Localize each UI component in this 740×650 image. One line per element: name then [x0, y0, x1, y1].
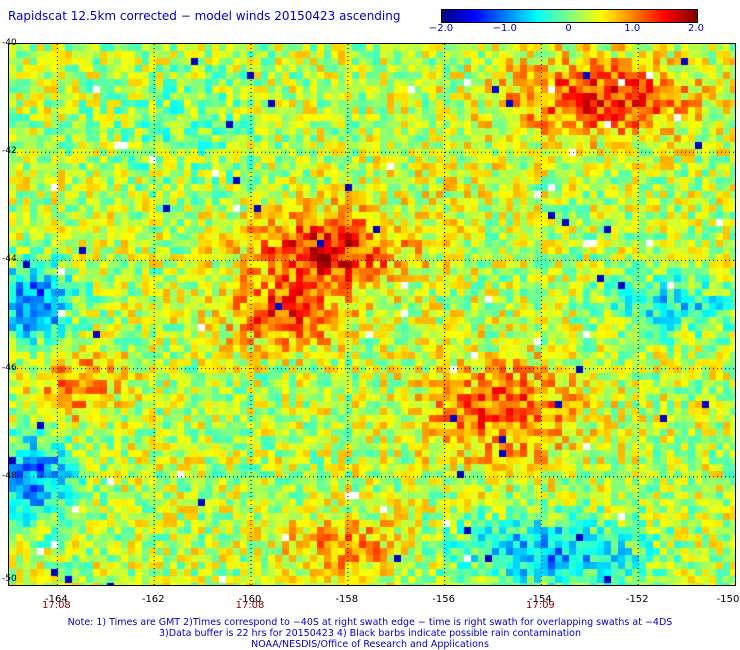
- time-label: 17:08: [41, 600, 71, 611]
- time-label: 17:08: [235, 600, 265, 611]
- latitude-label: -48: [2, 470, 17, 481]
- latitude-label: -42: [2, 146, 17, 157]
- longitude-label: -150: [716, 594, 740, 605]
- wind-difference-field: [9, 44, 735, 585]
- latitude-label: -50: [2, 574, 17, 584]
- colorbar-tick-label: 1.0: [624, 23, 641, 34]
- plot-title: Rapidscat 12.5km corrected − model winds…: [8, 9, 401, 23]
- longitude-label: -160: [238, 594, 262, 605]
- longitude-label: -162: [141, 594, 165, 605]
- colorbar-tick-label: 2.0: [688, 23, 704, 34]
- wind-difference-map: [8, 43, 736, 586]
- latitude-label: -44: [2, 254, 17, 265]
- note-line-2: 3)Data buffer is 22 hrs for 20150423 4) …: [159, 628, 581, 639]
- note-line-1: Note: 1) Times are GMT 2)Times correspon…: [67, 617, 673, 628]
- longitude-label: -156: [432, 594, 455, 605]
- note-line-3: NOAA/NESDIS/Office of Research and Appli…: [251, 639, 489, 650]
- latitude-label: -46: [2, 362, 17, 373]
- latitude-label: -40: [2, 38, 17, 48]
- longitude-label: -164: [45, 594, 68, 605]
- colorbar-tick-label: 0: [565, 23, 572, 34]
- longitude-label: -154: [529, 594, 552, 605]
- longitude-label: -152: [625, 594, 649, 605]
- longitude-label: -158: [335, 594, 359, 605]
- colorbar-tick-label: −1.0: [492, 23, 517, 34]
- colorbar: [441, 9, 698, 23]
- colorbar-tick-label: −2.0: [428, 23, 454, 34]
- lat-lon-gridlines: [9, 44, 735, 585]
- time-label: 17:09: [525, 600, 555, 611]
